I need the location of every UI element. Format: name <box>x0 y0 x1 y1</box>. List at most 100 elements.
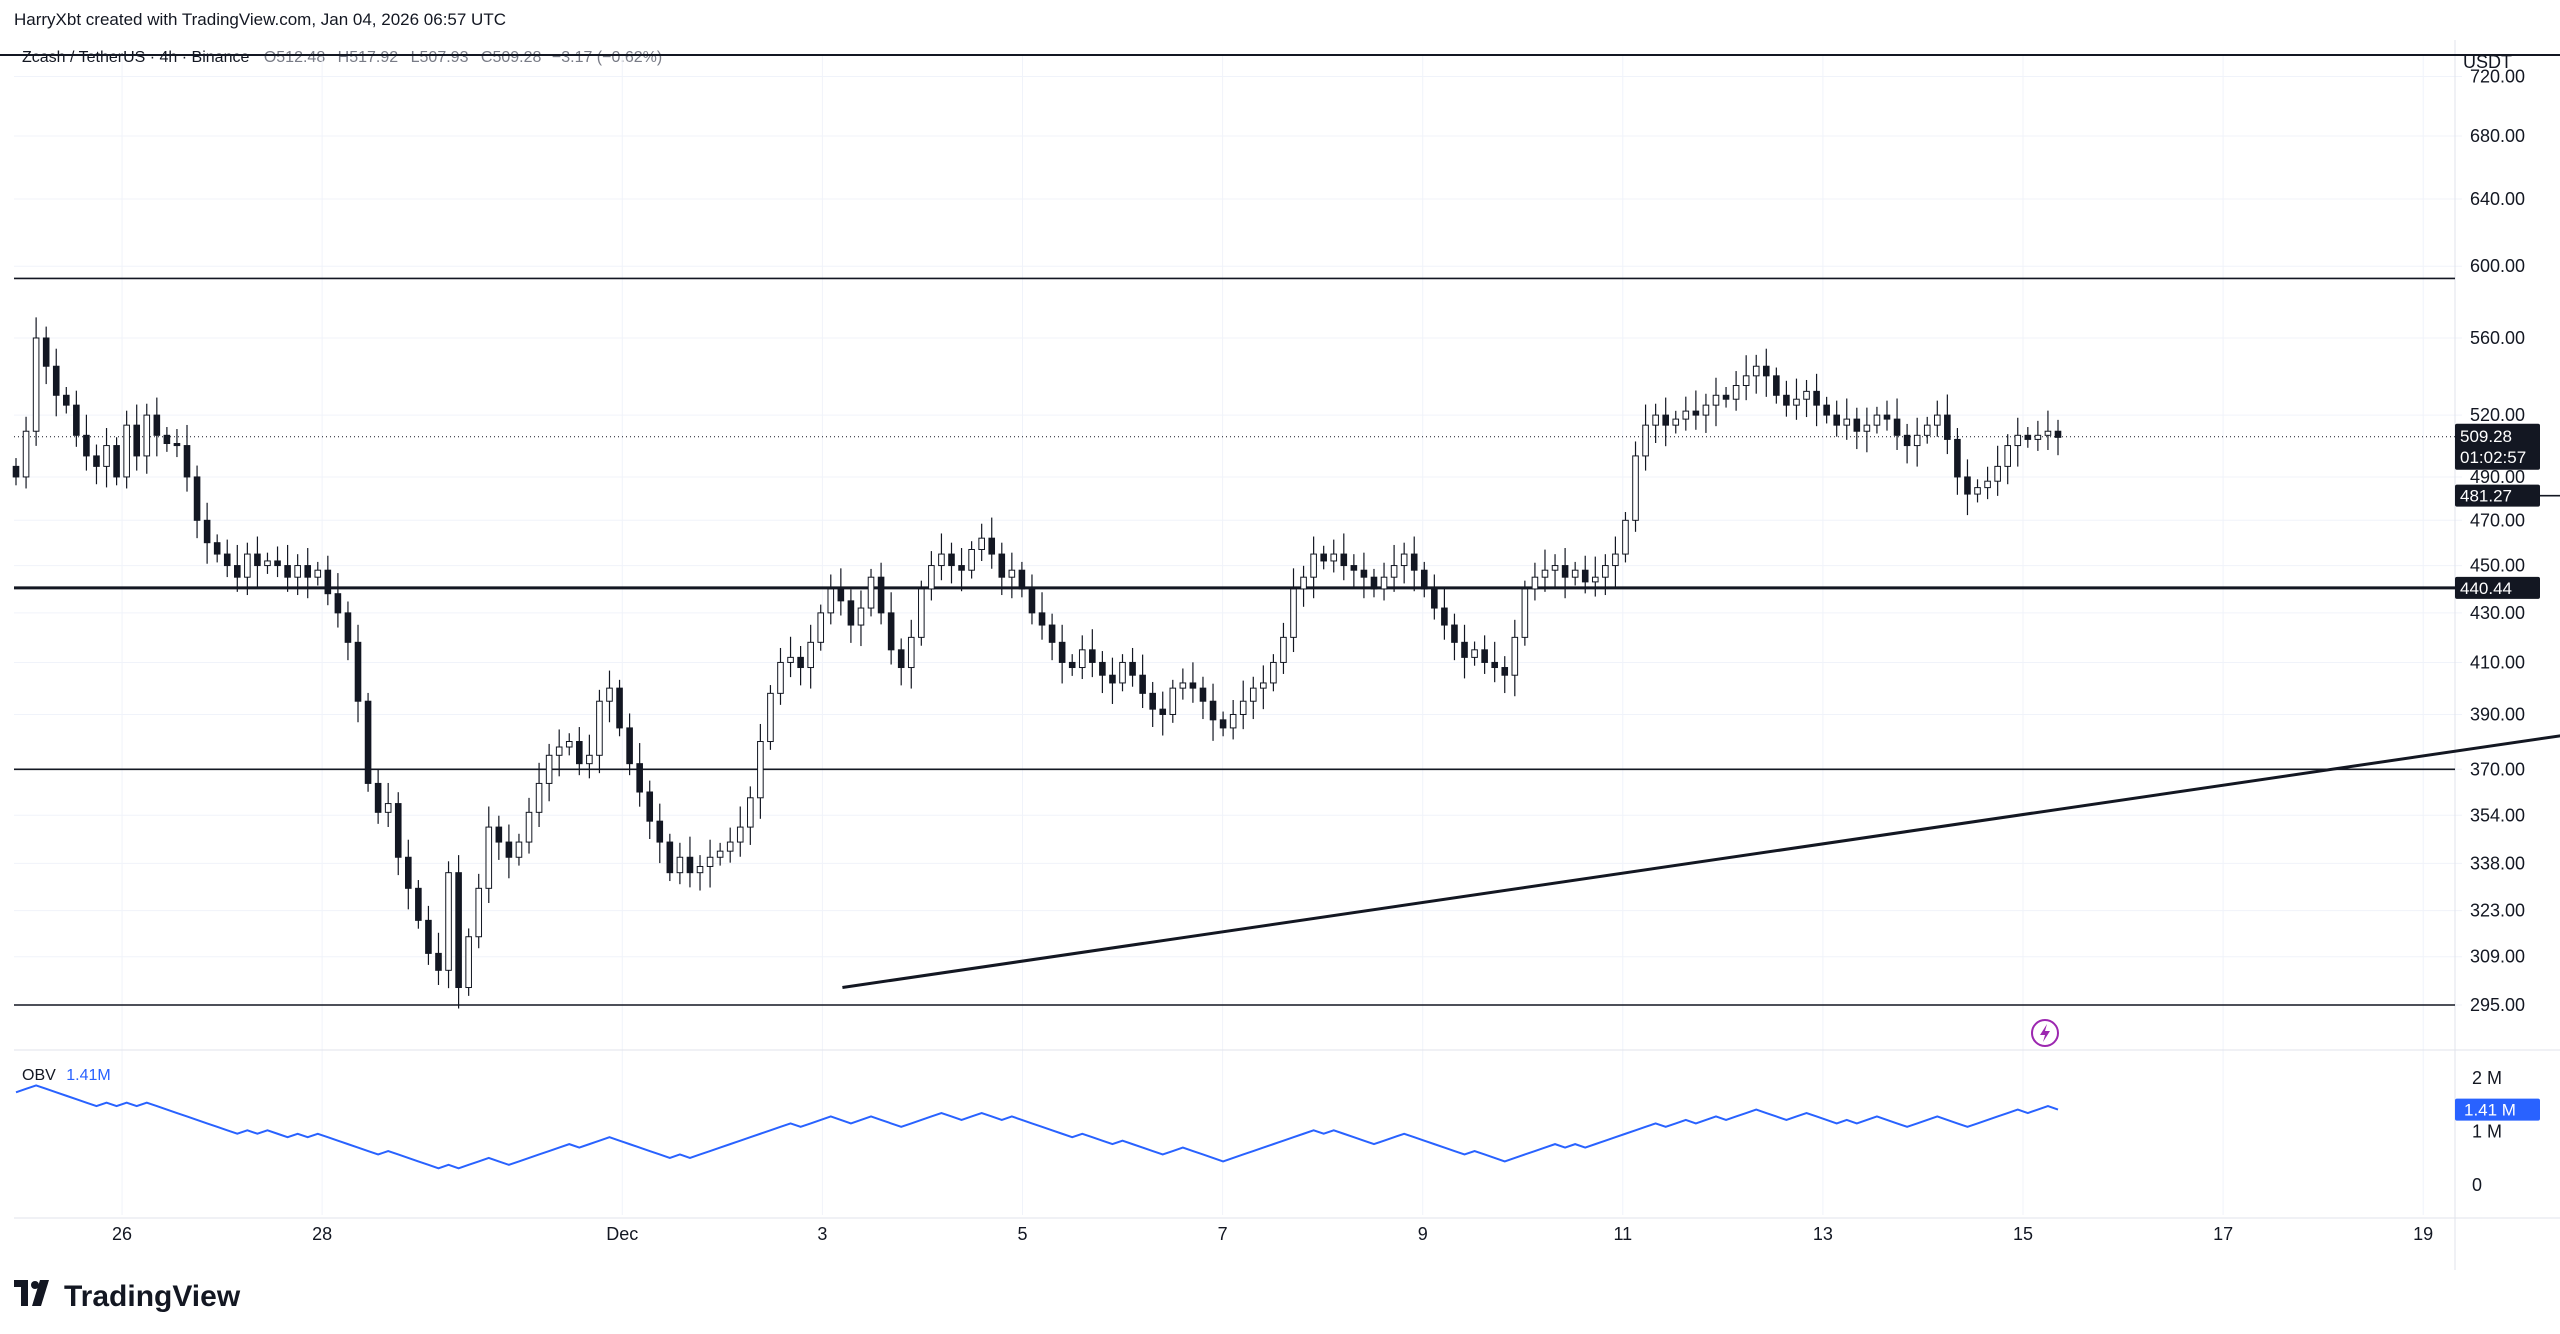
candle-body[interactable] <box>1501 667 1509 676</box>
candle-body[interactable] <box>1008 569 1016 578</box>
candle-body[interactable] <box>1280 636 1287 663</box>
candle-body[interactable] <box>827 588 835 614</box>
candle-body[interactable] <box>234 565 241 578</box>
candle-body[interactable] <box>847 600 855 626</box>
candle-body[interactable] <box>1471 649 1478 658</box>
candle-body[interactable] <box>173 443 181 447</box>
candle-body[interactable] <box>2024 434 2032 440</box>
candle-body[interactable] <box>606 687 613 702</box>
candle-body[interactable] <box>193 476 201 521</box>
candle-body[interactable] <box>515 841 523 858</box>
candle-body[interactable] <box>1390 565 1398 578</box>
candle-body[interactable] <box>52 365 60 396</box>
candle-body[interactable] <box>918 588 925 638</box>
candle-body[interactable] <box>1944 414 1951 440</box>
candle-body[interactable] <box>1219 719 1227 729</box>
candle-body[interactable] <box>1249 687 1257 702</box>
candle-body[interactable] <box>1632 455 1639 521</box>
candle-body[interactable] <box>1410 553 1418 571</box>
candle-body[interactable] <box>907 636 915 669</box>
candle-body[interactable] <box>1561 565 1569 578</box>
candle-body[interactable] <box>1018 569 1026 590</box>
candle-body[interactable] <box>1602 565 1609 578</box>
candle-body[interactable] <box>616 687 623 729</box>
candle-body[interactable] <box>1209 700 1217 721</box>
candle-body[interactable] <box>505 841 513 858</box>
candle-body[interactable] <box>1300 576 1307 590</box>
candle-body[interactable] <box>1068 661 1076 669</box>
candle-body[interactable] <box>1813 390 1820 406</box>
candle-body[interactable] <box>103 445 110 467</box>
candle-body[interactable] <box>1189 682 1197 689</box>
candle-body[interactable] <box>1622 519 1629 555</box>
candle-body[interactable] <box>1109 674 1116 684</box>
price-axis[interactable]: 720.00 680.00 640.00 600.00 560.00 520.00 490.… <box>2455 52 2540 1195</box>
candle-body[interactable] <box>656 820 664 843</box>
candle-body[interactable] <box>264 560 271 567</box>
candle-body[interactable] <box>405 856 412 889</box>
candle-body[interactable] <box>1642 424 1649 457</box>
candle-body[interactable] <box>435 952 442 971</box>
candle-body[interactable] <box>374 782 382 813</box>
candle-body[interactable] <box>1038 612 1046 626</box>
candle-body[interactable] <box>1984 480 1991 489</box>
candle-body[interactable] <box>837 588 845 602</box>
tradingview-logo[interactable]: TradingView <box>14 1280 240 1314</box>
candle-body[interactable] <box>1360 569 1368 578</box>
candle-body[interactable] <box>877 576 885 614</box>
candle-body[interactable] <box>2044 430 2052 436</box>
candle-body[interactable] <box>1883 414 1891 420</box>
candle-body[interactable] <box>284 565 291 578</box>
candle-body[interactable] <box>485 826 493 889</box>
currency-label[interactable]: USDT <box>2463 52 2512 72</box>
candle-body[interactable] <box>294 565 301 578</box>
candle-body[interactable] <box>897 649 905 669</box>
candle-body[interactable] <box>757 741 764 799</box>
candle-body[interactable] <box>565 741 573 748</box>
candle-body[interactable] <box>1773 375 1780 396</box>
candle-body[interactable] <box>1994 465 2001 482</box>
candle-body[interactable] <box>93 455 100 467</box>
candle-body[interactable] <box>1461 641 1468 658</box>
candle-body[interactable] <box>113 445 120 478</box>
candle-body[interactable] <box>1270 661 1277 684</box>
candle-body[interactable] <box>1491 661 1498 669</box>
candle-body[interactable] <box>525 811 533 843</box>
candle-body[interactable] <box>2034 434 2042 440</box>
candle-body[interactable] <box>1129 661 1136 676</box>
candle-body[interactable] <box>1803 390 1810 400</box>
candle-body[interactable] <box>1481 649 1488 663</box>
candle-body[interactable] <box>1330 553 1338 562</box>
candle-body[interactable] <box>968 549 975 571</box>
candle-body[interactable] <box>998 553 1006 578</box>
candle-body[interactable] <box>1370 576 1378 590</box>
candle-body[interactable] <box>1290 588 1297 638</box>
ascending-trendline[interactable] <box>842 423 2560 989</box>
candle-body[interactable] <box>1119 661 1126 684</box>
candle-body[interactable] <box>978 537 985 551</box>
candle-body[interactable] <box>797 656 804 669</box>
candlestick-series[interactable] <box>12 317 2062 1009</box>
candle-body[interactable] <box>777 661 784 694</box>
candle-body[interactable] <box>596 700 603 756</box>
candle-body[interactable] <box>1903 434 1911 447</box>
candle-body[interactable] <box>2004 445 2012 467</box>
candle-body[interactable] <box>1843 418 1851 426</box>
candle-body[interactable] <box>1863 424 1871 432</box>
time-axis[interactable]: 2628Dec357911131517192123252729202635791… <box>112 1224 2560 1244</box>
candle-body[interactable] <box>1340 553 1348 567</box>
candle-body[interactable] <box>958 565 965 571</box>
candle-body[interactable] <box>364 700 372 784</box>
candle-body[interactable] <box>1783 394 1790 406</box>
candle-body[interactable] <box>1954 438 1961 478</box>
candle-body[interactable] <box>726 841 734 852</box>
candle-body[interactable] <box>475 887 483 938</box>
last-price-tag[interactable]: 509.28 <box>2460 427 2512 446</box>
candle-body[interactable] <box>1320 553 1327 562</box>
candle-body[interactable] <box>83 434 90 457</box>
candle-body[interactable] <box>716 850 724 858</box>
candle-body[interactable] <box>887 612 895 651</box>
candle-body[interactable] <box>1431 588 1438 609</box>
candle-body[interactable] <box>1923 424 1931 436</box>
candle-body[interactable] <box>1521 588 1529 638</box>
